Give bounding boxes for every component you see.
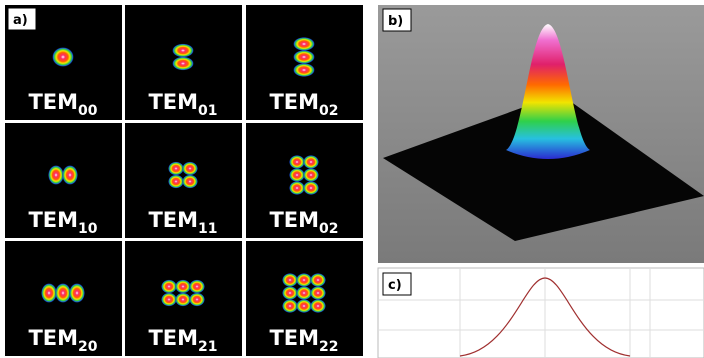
mode-label-name: TEM (28, 208, 78, 232)
mode-lobe (189, 280, 205, 294)
mode-lobe (189, 293, 205, 307)
mode-lobe (282, 299, 298, 313)
mode-lobe (296, 273, 312, 287)
mode-lobe (172, 57, 194, 71)
figure: TEM00TEM01TEM02TEM10TEM11TEM02TEM20TEM21… (0, 0, 704, 358)
page: {"panels": {"a": "a)", "b": "b)", "c": "… (0, 0, 704, 358)
mode-label-index: 02 (319, 103, 338, 119)
mode-lobe (161, 280, 177, 294)
mode-label-index: 22 (319, 339, 338, 355)
mode-lobe (310, 286, 326, 300)
mode-lobe (303, 155, 319, 169)
mode-label-index: 21 (198, 339, 217, 355)
mode-lobe (175, 280, 191, 294)
mode-lobe (303, 168, 319, 182)
mode-label-name: TEM (148, 90, 198, 114)
mode-lobe (48, 165, 64, 185)
mode-lobe (182, 175, 198, 189)
mode-lobe (168, 162, 184, 176)
mode-lobe (172, 44, 194, 58)
mode-label-index: 01 (198, 103, 217, 119)
mode-label-name: TEM (28, 326, 78, 350)
panel-label: a) (13, 13, 28, 28)
mode-lobe (296, 299, 312, 313)
mode-lobe (282, 273, 298, 287)
mode-lobe (55, 283, 71, 303)
mode-label-index: 20 (78, 339, 98, 355)
mode-lobe (282, 286, 298, 300)
mode-label-name: TEM (269, 326, 319, 350)
mode-lobe (41, 283, 57, 303)
mode-lobe (182, 162, 198, 176)
mode-lobe (161, 293, 177, 307)
mode-lobe (69, 283, 85, 303)
mode-lobe (62, 165, 78, 185)
mode-label-name: TEM (269, 208, 319, 232)
mode-label-index: 10 (78, 221, 98, 237)
mode-lobe (296, 286, 312, 300)
panel-label: b) (388, 14, 403, 29)
mode-label-index: 00 (78, 103, 98, 119)
mode-lobe (293, 37, 315, 51)
profile-panel (378, 268, 704, 358)
mode-label-name: TEM (28, 90, 78, 114)
mode-label-name: TEM (148, 326, 198, 350)
mode-lobe (310, 299, 326, 313)
mode-label-name: TEM (269, 90, 319, 114)
mode-lobe (289, 155, 305, 169)
mode-lobe (293, 63, 315, 77)
mode-lobe (293, 50, 315, 64)
mode-lobe (289, 168, 305, 182)
mode-lobe (289, 181, 305, 195)
panel-label: c) (388, 278, 402, 293)
mode-lobe (52, 47, 74, 67)
mode-label-index: 11 (198, 221, 217, 237)
mode-lobe (310, 273, 326, 287)
mode-label-name: TEM (148, 208, 198, 232)
mode-lobe (303, 181, 319, 195)
mode-lobe (175, 293, 191, 307)
mode-label-index: 02 (319, 221, 338, 237)
mode-lobe (168, 175, 184, 189)
